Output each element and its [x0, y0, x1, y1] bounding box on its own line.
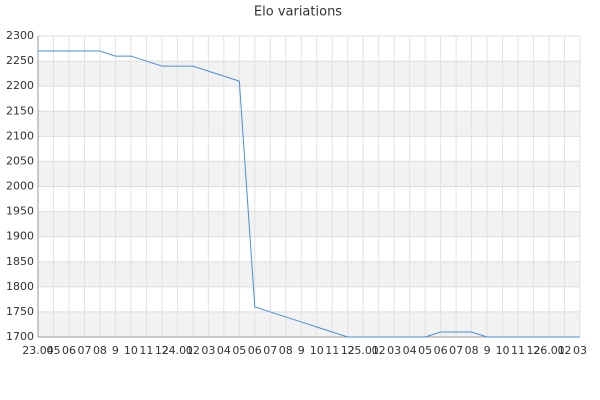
x-tick-label: 9 [484, 344, 491, 357]
x-tick-label: 26.01 [533, 344, 565, 357]
y-tick-label: 1700 [6, 330, 34, 343]
y-tick-label: 2150 [6, 104, 34, 117]
x-tick-label: 11 [139, 344, 153, 357]
x-tick-label: 10 [310, 344, 324, 357]
y-tick-label: 1850 [6, 255, 34, 268]
x-tick-label: 05 [232, 344, 246, 357]
y-tick-label: 1800 [6, 280, 34, 293]
x-tick-label: 07 [449, 344, 463, 357]
y-tick-label: 2000 [6, 180, 34, 193]
x-tick-label: 07 [77, 344, 91, 357]
x-tick-label: 03 [573, 344, 587, 357]
x-tick-label: 06 [248, 344, 262, 357]
x-tick-label: 02 [186, 344, 200, 357]
band [38, 161, 580, 187]
x-tick-label: 12 [527, 344, 541, 357]
line [38, 50, 580, 338]
x-tick-label: 05 [46, 344, 60, 357]
x-tick-label: 9 [112, 344, 119, 357]
x-tick-label: 23.04 [22, 344, 54, 357]
x-tick-label: 11 [325, 344, 339, 357]
band [38, 111, 580, 137]
x-tick-label: 12 [341, 344, 355, 357]
x-tick-label: 11 [511, 344, 525, 357]
x-tick-label: 9 [298, 344, 305, 357]
x-tick-label: 12 [155, 344, 169, 357]
x-tick-label: 25.01 [347, 344, 379, 357]
y-tick-label: 1750 [6, 305, 34, 318]
x-tick-label: 02 [558, 344, 572, 357]
band [38, 261, 580, 287]
band [38, 61, 580, 87]
y-tick-label: 2300 [6, 29, 34, 42]
band [38, 211, 580, 237]
y-tick-label: 2200 [6, 79, 34, 92]
x-tick-label: 04 [403, 344, 417, 357]
x-tick-label: 04 [217, 344, 231, 357]
y-tick-label: 2100 [6, 129, 34, 142]
y-tick-label: 1950 [6, 205, 34, 218]
x-tick-label: 07 [263, 344, 277, 357]
x-tick-label: 06 [434, 344, 448, 357]
x-tick-label: 24.01 [162, 344, 194, 357]
x-tick-label: 10 [124, 344, 138, 357]
y-tick-label: 2250 [6, 54, 34, 67]
chart-title: Elo variations [254, 5, 342, 20]
x-tick-label: 03 [387, 344, 401, 357]
y-tick-label: 2050 [6, 154, 34, 167]
y-tick-label: 1900 [6, 230, 34, 243]
x-tick-label: 03 [201, 344, 215, 357]
x-tick-label: 05 [418, 344, 432, 357]
x-tick-label: 06 [62, 344, 76, 357]
x-tick-label: 08 [465, 344, 479, 357]
x-tick-label: 08 [93, 344, 107, 357]
x-tick-label: 10 [496, 344, 510, 357]
x-tick-label: 08 [279, 344, 293, 357]
x-tick-label: 02 [372, 344, 386, 357]
